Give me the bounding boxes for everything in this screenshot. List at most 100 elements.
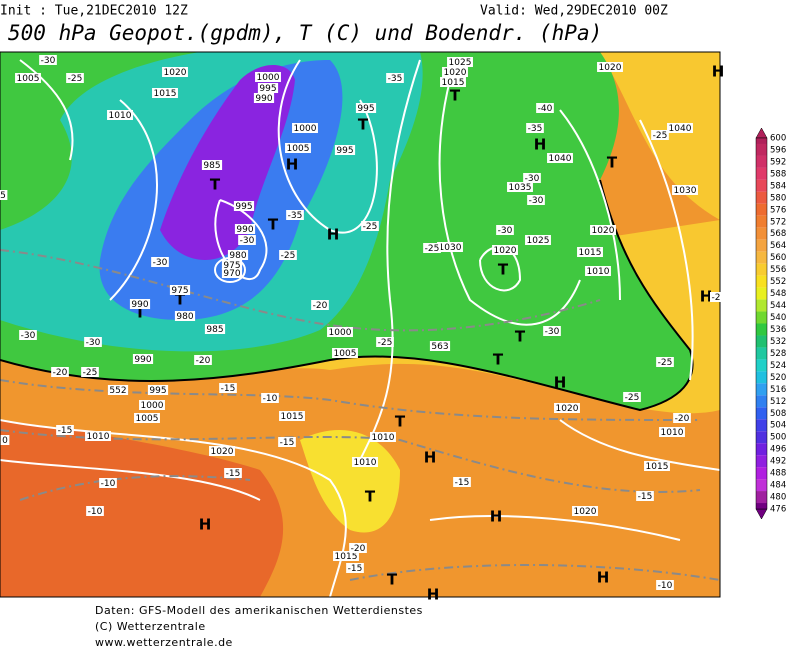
contour-label: 990 bbox=[234, 224, 256, 235]
colorbar-label: 552 bbox=[770, 277, 786, 287]
pressure-center: H bbox=[286, 156, 299, 174]
contour-label-box bbox=[139, 400, 165, 410]
contour-label-text: 1020 bbox=[599, 63, 622, 73]
colorbar-label: 544 bbox=[770, 301, 786, 311]
contour-label-text: 1000 bbox=[257, 73, 280, 83]
contour-label-box bbox=[169, 285, 191, 295]
contour-label: -30 bbox=[496, 225, 514, 236]
contour-label-box bbox=[440, 77, 466, 87]
contour-label: -20 bbox=[311, 300, 329, 311]
contour-label-box bbox=[361, 221, 379, 231]
contour-label-box bbox=[286, 210, 304, 220]
contour-label-box bbox=[386, 73, 404, 83]
pressure-center: H bbox=[554, 374, 567, 392]
contour-label-box bbox=[370, 432, 396, 442]
contour-label-text: -15 bbox=[58, 426, 73, 436]
contour-label: 990 bbox=[253, 93, 275, 104]
footer-url: www.wetterzentrale.de bbox=[95, 636, 233, 648]
contour-label-text: -10 bbox=[263, 394, 278, 404]
contour-label-text: 985 bbox=[206, 325, 223, 335]
pressure-center: T bbox=[395, 413, 406, 431]
contour-label-box bbox=[132, 354, 154, 364]
contour-label-box bbox=[636, 491, 654, 501]
contour-label: -25 bbox=[623, 392, 641, 403]
contour-label-box bbox=[86, 506, 104, 516]
contour-label-box bbox=[332, 348, 358, 358]
colorbar-segment bbox=[756, 227, 767, 240]
colorbar-label: 532 bbox=[770, 337, 786, 347]
contour-label-text: -30 bbox=[86, 338, 101, 348]
contour-label: 995 bbox=[257, 83, 279, 94]
contour-label: 1010 bbox=[85, 431, 111, 442]
contour-label-box bbox=[279, 250, 297, 260]
init-time: Init : Tue,21DEC2010 12Z bbox=[0, 4, 188, 19]
contour-label: -15 bbox=[346, 563, 364, 574]
contour-label-box bbox=[51, 367, 69, 377]
contour-label: 1030 bbox=[437, 242, 463, 253]
valid-time: Valid: Wed,29DEC2010 00Z bbox=[480, 4, 668, 19]
contour-label-text: -10 bbox=[101, 479, 116, 489]
contour-label-box bbox=[278, 437, 296, 447]
contour-label: -15 bbox=[224, 468, 242, 479]
contour-label-text: 1000 bbox=[294, 124, 317, 134]
red-field bbox=[0, 420, 284, 597]
pressure-center: H bbox=[700, 288, 713, 306]
contour-label-box bbox=[523, 173, 541, 183]
contour-label-box bbox=[152, 88, 178, 98]
contour-label-box bbox=[56, 425, 74, 435]
contour-label: 995 bbox=[355, 103, 377, 114]
colorbar-label: 588 bbox=[770, 169, 786, 179]
contour-label-box bbox=[355, 103, 377, 113]
contour-label: 1000 bbox=[292, 123, 318, 134]
contour-label: 995 bbox=[147, 385, 169, 396]
pressure-center: T bbox=[493, 351, 504, 369]
contour-label: 1020 bbox=[597, 62, 623, 73]
colorbar-label: 568 bbox=[770, 229, 786, 239]
colorbar-label: 592 bbox=[770, 157, 786, 167]
contour-label-text: -25 bbox=[68, 74, 83, 84]
contour-label-text: 552 bbox=[109, 386, 126, 396]
contour-label: 1040 bbox=[547, 153, 573, 164]
contour-label-text: 975 bbox=[171, 286, 188, 296]
contour-label-text: 1010 bbox=[109, 111, 132, 121]
contour-label-text: -30 bbox=[498, 226, 513, 236]
colorbar-segment bbox=[756, 479, 767, 492]
contour-label: 1010 bbox=[585, 266, 611, 277]
contour-label-box bbox=[238, 235, 256, 245]
contour-label-text: 990 bbox=[255, 94, 272, 104]
colorbar-segment bbox=[756, 455, 767, 468]
colorbar-segment bbox=[756, 179, 767, 192]
contour-label-box bbox=[554, 403, 580, 413]
contour-label: 1020 bbox=[209, 446, 235, 457]
contour-label: -25 bbox=[423, 243, 441, 254]
contour-label-box bbox=[334, 145, 356, 155]
contour-label-text: 1035 bbox=[509, 183, 532, 193]
contour-label-text: 980 bbox=[229, 251, 246, 261]
contour-label: -15 bbox=[219, 383, 237, 394]
contour-label-text: -30 bbox=[153, 258, 168, 268]
contour-label-box bbox=[667, 123, 693, 133]
contour-label-box bbox=[162, 67, 188, 77]
contour-label-text: -20 bbox=[53, 368, 68, 378]
contour-label-box bbox=[429, 341, 451, 351]
contour-label-box bbox=[279, 411, 305, 421]
contour-label-box bbox=[15, 73, 41, 83]
contour-label: -30 bbox=[543, 326, 561, 337]
colorbar-segment bbox=[756, 371, 767, 384]
contour-label: -15 bbox=[636, 491, 654, 502]
contour-label: -15 bbox=[278, 437, 296, 448]
contour-label: 995 bbox=[233, 201, 255, 212]
contour-label: 1020 bbox=[554, 403, 580, 414]
contour-label-box bbox=[352, 457, 378, 467]
contour-label-box bbox=[261, 393, 279, 403]
colorbar-segment bbox=[756, 143, 767, 156]
contour-label: 995 bbox=[334, 145, 356, 156]
contour-label: -35 bbox=[286, 210, 304, 221]
contour-label-box bbox=[204, 324, 226, 334]
contour-label: 1015 bbox=[644, 461, 670, 472]
contour-label-text: -25 bbox=[653, 131, 668, 141]
pressure-center: T bbox=[210, 176, 221, 194]
contour-label: 0 bbox=[0, 435, 10, 446]
colorbar-segment bbox=[756, 323, 767, 336]
contour-label-box bbox=[84, 337, 102, 347]
